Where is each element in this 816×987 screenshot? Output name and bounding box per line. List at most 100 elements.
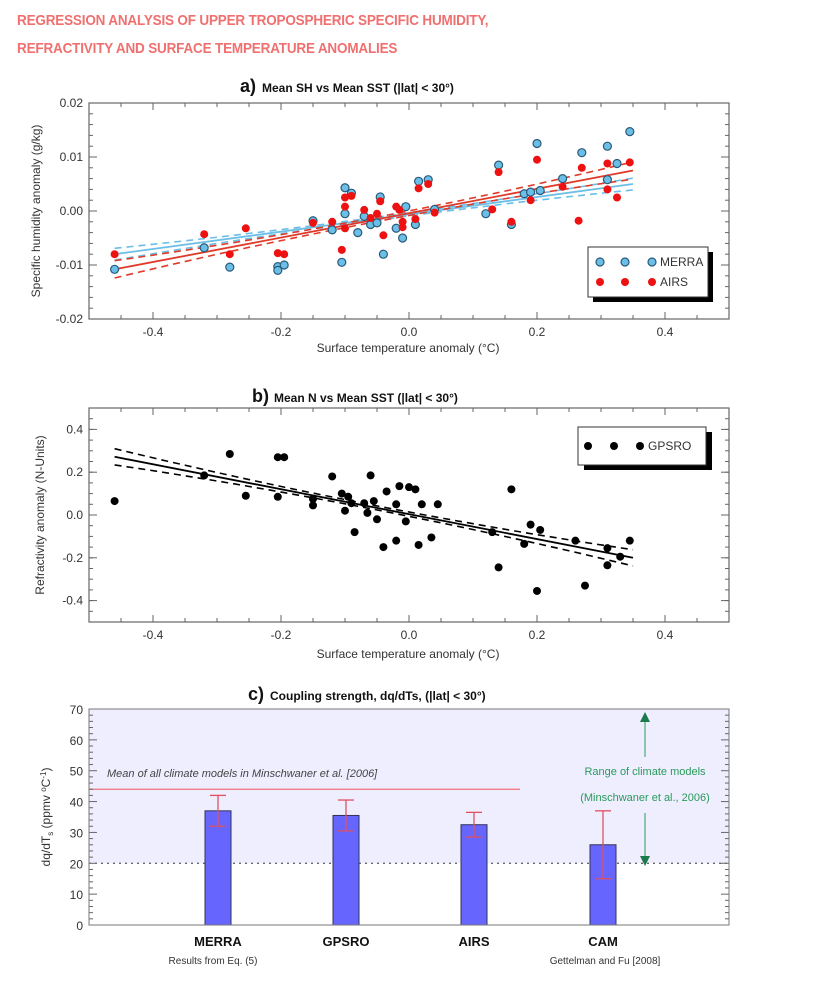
point-gpsro [507, 485, 516, 494]
panel-b-title: Mean N vs Mean SST (|lat| < 30°) [274, 391, 458, 405]
panel-a-ylabel: Specific humidity anomaly (g/kg) [29, 125, 43, 298]
group-label-gettelman: Gettelman and Fu [2008] [550, 956, 661, 967]
y-tick-label: 0.0 [66, 508, 83, 522]
arrow-down-icon [640, 856, 650, 866]
confidence-band-merra [114, 177, 634, 250]
point-gpsro [369, 497, 378, 506]
legend-label-merra: MERRA [660, 255, 703, 269]
point-gpsro [405, 483, 413, 492]
y-tick-label: 70 [70, 703, 84, 717]
legend-marker-gpsro [636, 442, 644, 450]
point-gpsro [344, 492, 353, 501]
point-gpsro [241, 491, 250, 500]
point-gpsro [392, 536, 401, 545]
point-merra [279, 260, 289, 270]
legend-items: GPSRO [584, 439, 691, 453]
panel-c-title: Coupling strength, dq/dTs, (|lat| < 30°) [270, 689, 486, 703]
point-gpsro [433, 500, 442, 509]
legend-marker-merra [595, 257, 605, 267]
category-label-cam: CAM [588, 934, 618, 949]
panel-a-title: Mean SH vs Mean SST (|lat| < 30°) [262, 81, 454, 95]
point-airs [558, 182, 567, 191]
category-label-merra: MERRA [194, 934, 242, 949]
panel-a-points [109, 127, 635, 275]
y-tick-label: 60 [70, 734, 84, 748]
point-gpsro [341, 506, 349, 515]
point-airs [341, 193, 349, 202]
panel-c-bars [204, 794, 617, 926]
y-tick-label: 0.2 [66, 465, 83, 479]
panel-b-points [110, 450, 634, 595]
panel-b: b) Mean N vs Mean SST (|lat| < 30°) -0.4… [33, 386, 730, 661]
x-tick-label: -0.4 [143, 628, 164, 642]
point-gpsro [200, 471, 209, 480]
panel-b-ylabel: Refractivity anomaly (N-Units) [33, 435, 47, 594]
point-airs [398, 223, 407, 232]
y-tick-label: 20 [70, 857, 84, 871]
point-airs [603, 185, 612, 194]
x-tick-label: -0.4 [143, 325, 164, 339]
point-airs [280, 250, 289, 259]
point-gpsro [382, 487, 391, 496]
point-gpsro [494, 563, 503, 572]
point-airs [341, 224, 349, 233]
point-gpsro [350, 528, 359, 537]
point-merra [340, 209, 350, 219]
point-airs [430, 208, 439, 217]
point-gpsro [625, 536, 634, 545]
point-airs [577, 163, 586, 172]
panel-b-tick-labels: -0.4 -0.2 0.0 0.2 0.4 0.4 0.2 0.0 -0.2 -0.4 [62, 422, 673, 642]
x-tick-label: 0.0 [401, 628, 418, 642]
point-gpsro [411, 485, 420, 494]
point-gpsro [373, 515, 381, 524]
legend-marker-airs [648, 278, 656, 286]
panel-b-letter: b) [252, 386, 269, 406]
panel-a-tick-labels: -0.4 -0.2 0.0 0.2 0.4 0.02 0.01 0.00 -0.01 -0.02 [56, 96, 674, 339]
point-merra [612, 158, 622, 169]
panel-c-category-labels: MERRA GPSRO AIRS CAM [194, 934, 618, 949]
point-airs [414, 184, 423, 193]
bar-gpsro [332, 814, 360, 926]
point-gpsro [309, 494, 317, 503]
point-gpsro [536, 525, 545, 534]
y-tick-label: -0.02 [56, 312, 84, 326]
point-airs [337, 245, 346, 254]
point-merra [273, 265, 283, 275]
point-gpsro [417, 500, 426, 509]
point-merra [535, 185, 545, 196]
panel-b-legend: GPSRO [577, 426, 712, 470]
point-merra [378, 249, 388, 259]
point-airs [241, 224, 250, 233]
point-airs [360, 205, 369, 214]
legend-marker-airs [596, 278, 604, 286]
point-gpsro [366, 471, 375, 480]
point-gpsro [309, 501, 317, 510]
page-title-line-2: REFRACTIVITY AND SURFACE TEMPERATURE ANO… [17, 40, 398, 57]
x-tick-label: 0.4 [657, 628, 674, 642]
point-gpsro [379, 543, 388, 552]
point-gpsro [581, 581, 589, 590]
point-merra [401, 202, 411, 212]
point-merra [398, 233, 408, 243]
point-airs [347, 191, 356, 200]
panel-b-ticks [88, 407, 730, 623]
category-label-airs: AIRS [458, 934, 489, 949]
panel-c-tick-labels: 70 60 50 40 30 20 10 0 [70, 703, 84, 933]
point-gpsro [395, 482, 404, 491]
range-label-line-2: (Minschwaner et al., 2006) [580, 792, 710, 804]
point-merra [353, 228, 363, 238]
x-tick-label: 0.4 [657, 325, 674, 339]
point-airs [625, 158, 634, 167]
confidence-band-gpsro [114, 464, 634, 567]
point-airs [366, 214, 375, 223]
point-merra [372, 218, 382, 228]
point-merra [481, 209, 491, 219]
point-gpsro [520, 539, 529, 548]
panel-c-frame [88, 708, 730, 926]
y-tick-label: -0.2 [62, 551, 83, 565]
legend-label-airs: AIRS [660, 275, 688, 289]
point-merra [109, 264, 120, 274]
point-airs [395, 205, 404, 214]
y-tick-label: 10 [70, 888, 84, 902]
